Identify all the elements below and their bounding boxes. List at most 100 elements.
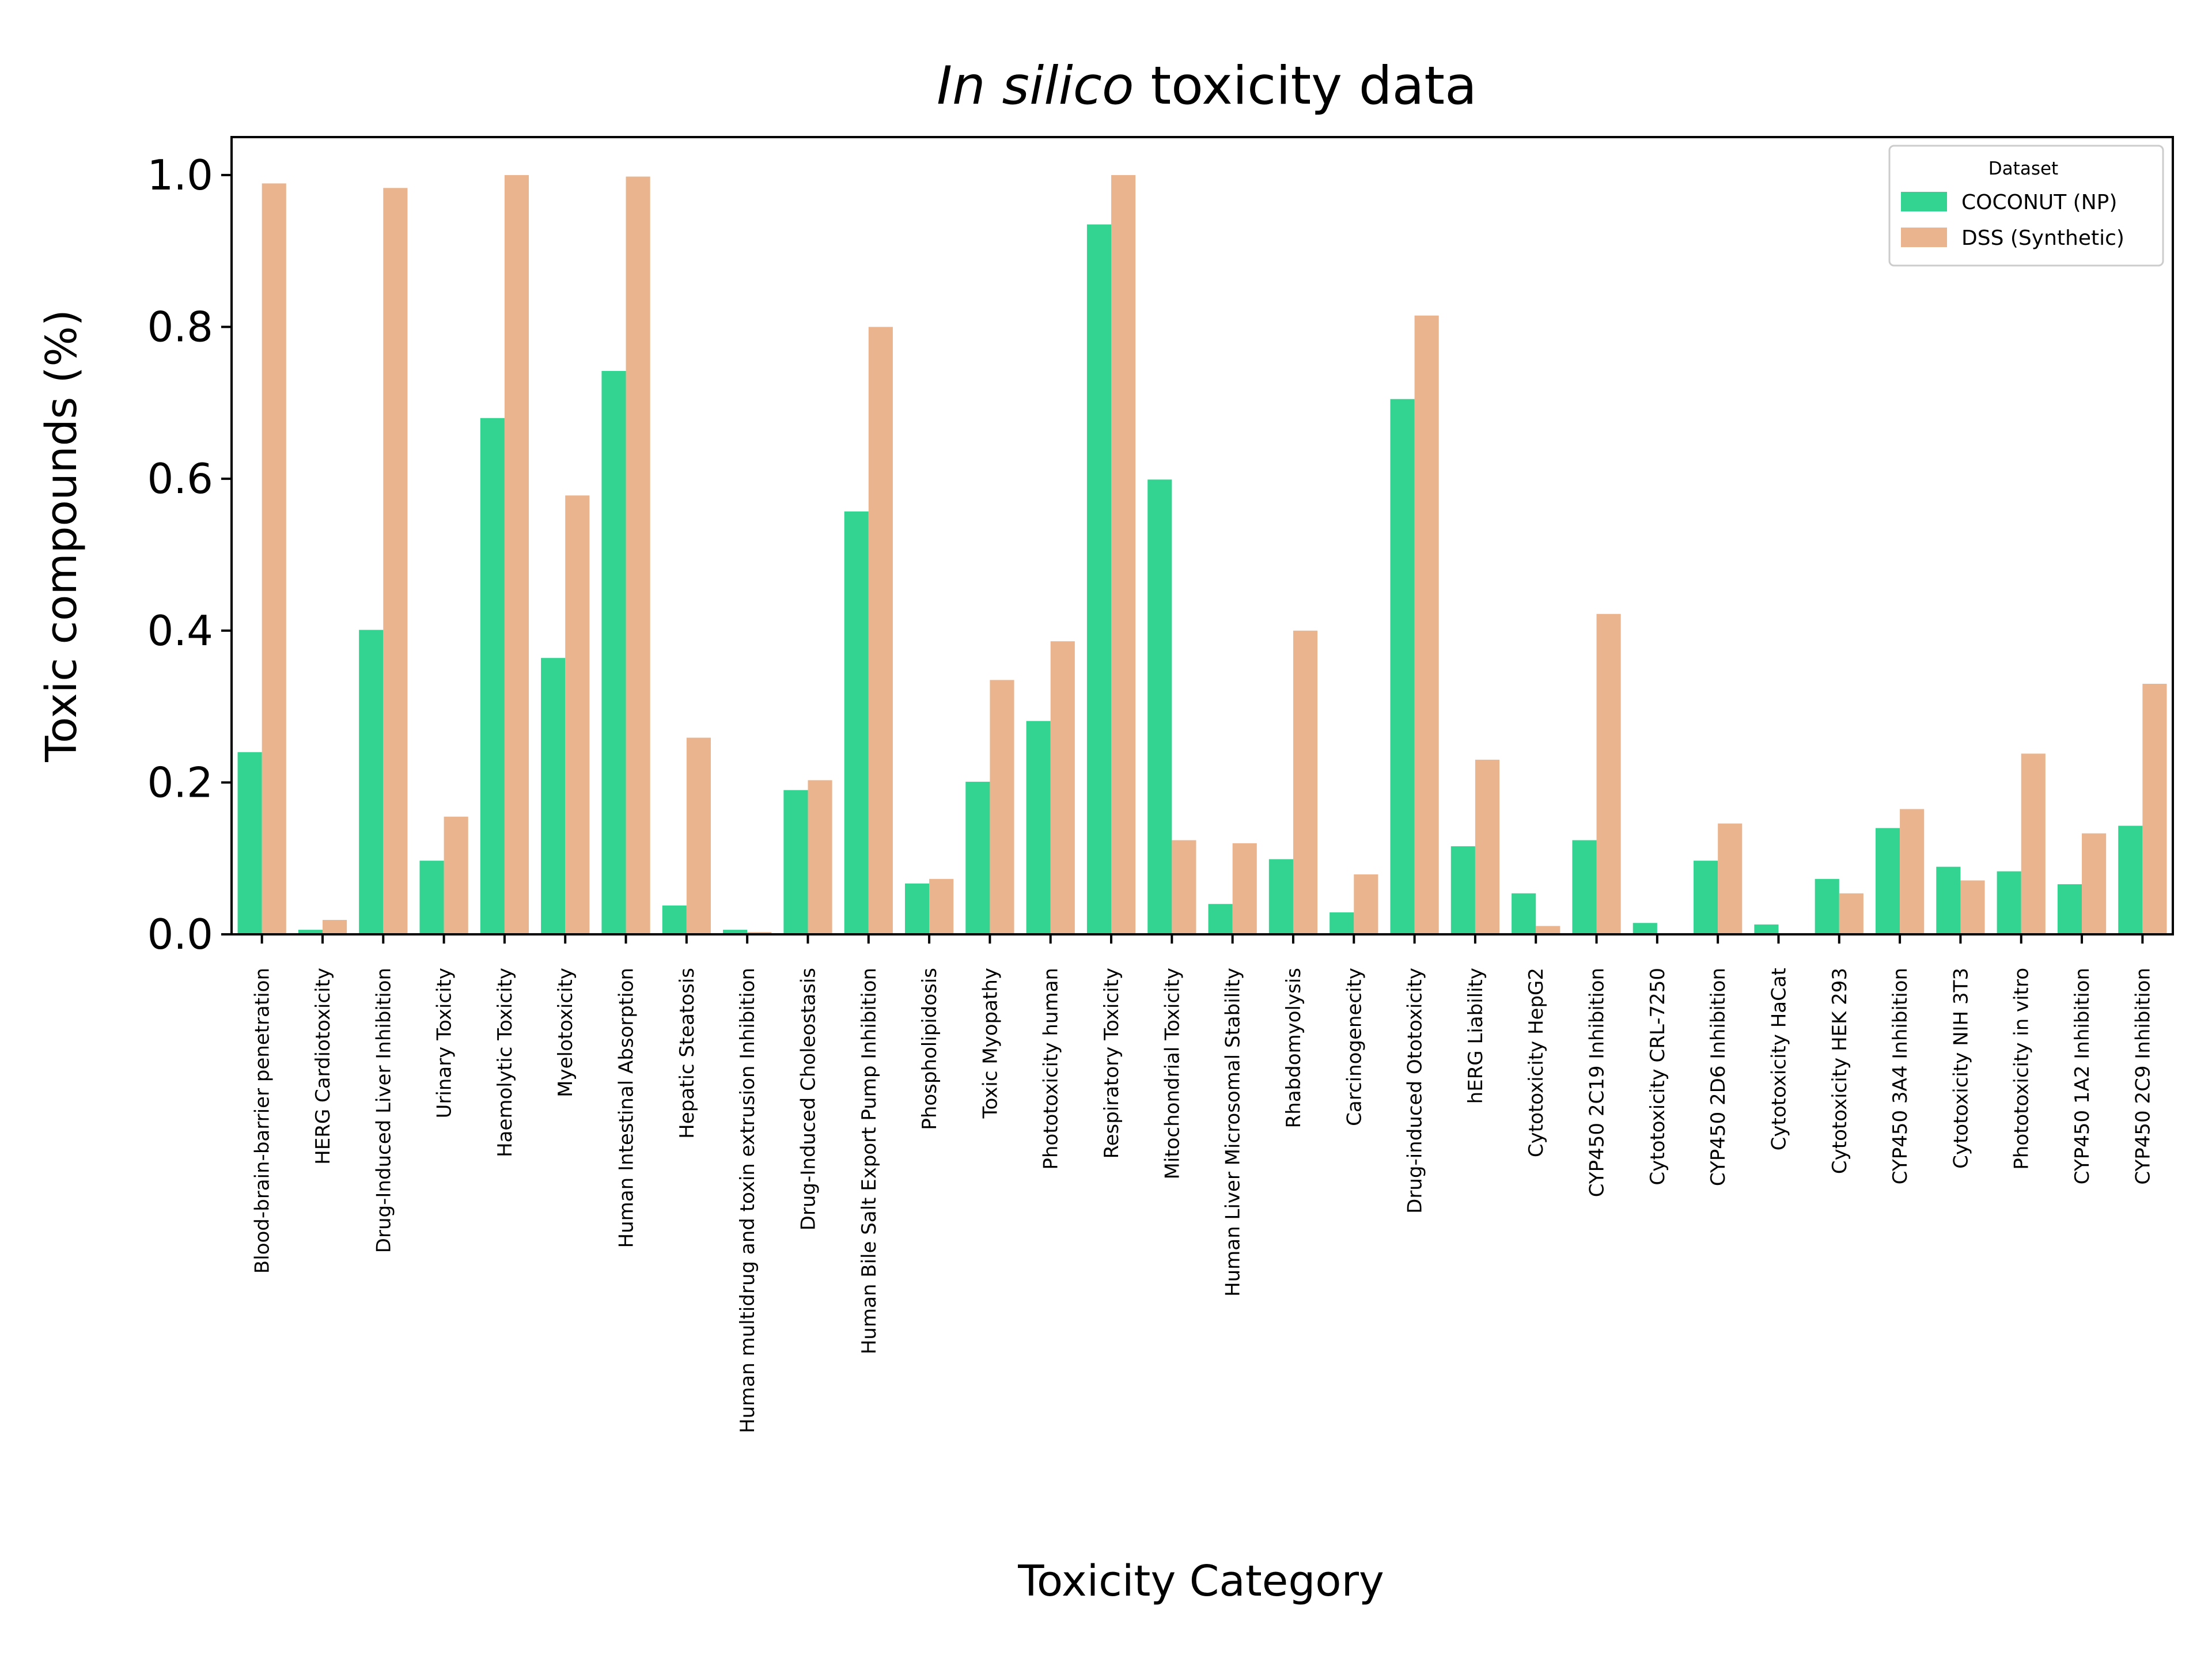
bar-dss-30 xyxy=(2082,833,2107,934)
y-axis: 0.0 0.2 0.4 0.6 0.8 1.0 xyxy=(147,151,232,959)
bar-dss-22 xyxy=(1596,613,1621,934)
y-tick-label-5: 1.0 xyxy=(147,151,213,199)
x-tick-label-25: Cytotoxicity HaCat xyxy=(1767,968,1790,1150)
bar-dss-0 xyxy=(262,183,286,934)
x-tick-label-7: Hepatic Steatosis xyxy=(676,968,699,1139)
x-tick-label-19: Drug-induced Ototoxicity xyxy=(1404,968,1427,1214)
bar-dss-5 xyxy=(565,495,590,934)
bar-coconut-31 xyxy=(2118,825,2143,934)
bar-coconut-12 xyxy=(965,782,990,934)
x-tick-label-22: CYP450 2C19 Inhibition xyxy=(1586,968,1609,1197)
bar-dss-14 xyxy=(1111,175,1136,934)
bar-coconut-21 xyxy=(1512,893,1536,934)
y-tick-label-1: 0.2 xyxy=(147,758,213,806)
bar-dss-17 xyxy=(1293,630,1318,934)
legend-label-coconut: COCONUT (NP) xyxy=(1961,191,2117,214)
legend-swatch-coconut xyxy=(1901,192,1947,211)
bar-coconut-8 xyxy=(723,930,748,934)
x-tick-label-14: Respiratory Toxicity xyxy=(1100,968,1123,1159)
x-tick-label-23: Cytotoxicity CRL-7250 xyxy=(1646,968,1669,1185)
bar-coconut-13 xyxy=(1026,721,1051,934)
x-tick-label-30: CYP450 1A2 Inhibition xyxy=(2071,968,2094,1184)
x-tick-label-17: Rhabdomyolysis xyxy=(1282,968,1305,1128)
bar-coconut-10 xyxy=(844,511,869,934)
bar-coconut-15 xyxy=(1147,479,1172,934)
x-axis-label: Toxicity Category xyxy=(1017,1556,1384,1606)
bar-coconut-24 xyxy=(1694,861,1718,934)
bar-dss-19 xyxy=(1414,315,1439,934)
x-tick-label-13: Phototoxicity human xyxy=(1040,968,1063,1170)
bar-coconut-18 xyxy=(1330,912,1354,934)
x-tick-label-15: Mitochondrial Toxicity xyxy=(1161,968,1184,1180)
legend-box xyxy=(1888,145,2164,267)
x-axis: Blood-brain-barrier penetration HERG Card… xyxy=(251,934,2154,1433)
bar-dss-28 xyxy=(1960,880,1985,934)
bar-coconut-9 xyxy=(783,790,808,934)
bar-coconut-27 xyxy=(1875,828,1900,934)
x-tick-label-27: CYP450 3A4 Inhibition xyxy=(1889,968,1912,1184)
x-tick-label-6: Human Intestinal Absorption xyxy=(615,968,638,1248)
x-tick-label-29: Phototoxicity in vitro xyxy=(2010,968,2033,1170)
bar-coconut-3 xyxy=(419,861,444,934)
legend-label-dss: DSS (Synthetic) xyxy=(1961,226,2124,250)
x-tick-label-11: Phospholipidosis xyxy=(918,968,941,1130)
bar-dss-31 xyxy=(2142,684,2167,934)
bar-coconut-1 xyxy=(298,930,323,934)
bar-coconut-17 xyxy=(1268,859,1293,934)
x-tick-label-8: Human multidrug and toxin extrusion Inhi… xyxy=(736,968,759,1433)
bar-dss-3 xyxy=(444,816,468,934)
legend: Dataset COCONUT (NP) DSS (Synthetic) xyxy=(1888,145,2164,267)
x-tick-label-18: Carcinogenecity xyxy=(1343,968,1366,1126)
bar-coconut-30 xyxy=(2057,884,2082,934)
bar-coconut-20 xyxy=(1450,846,1475,934)
chart-title: In silico toxicity data xyxy=(937,56,1477,116)
bar-dss-7 xyxy=(686,737,711,934)
x-tick-label-4: Haemolytic Toxicity xyxy=(494,968,517,1157)
legend-title: Dataset xyxy=(1988,158,2058,179)
bar-dss-9 xyxy=(808,780,832,934)
bar-dss-13 xyxy=(1050,641,1075,934)
x-tick-label-3: Urinary Toxicity xyxy=(433,968,456,1119)
bar-coconut-2 xyxy=(359,630,384,934)
bar-coconut-16 xyxy=(1208,904,1233,934)
x-tick-label-0: Blood-brain-barrier penetration xyxy=(251,968,274,1274)
bar-coconut-26 xyxy=(1815,878,1839,934)
bar-dss-10 xyxy=(868,327,893,934)
bar-coconut-11 xyxy=(904,883,930,934)
bar-dss-29 xyxy=(2021,753,2046,934)
bar-coconut-14 xyxy=(1086,224,1112,935)
bar-dss-2 xyxy=(383,188,408,934)
chart-title-italic: In silico xyxy=(937,56,1134,116)
y-tick-label-3: 0.6 xyxy=(147,454,213,503)
bar-coconut-25 xyxy=(1754,924,1779,934)
bar-dss-26 xyxy=(1839,893,1863,934)
bar-coconut-19 xyxy=(1390,399,1415,934)
x-tick-label-24: CYP450 2D6 Inhibition xyxy=(1707,968,1730,1186)
bar-coconut-22 xyxy=(1572,840,1597,934)
bar-coconut-5 xyxy=(541,658,566,934)
bar-dss-1 xyxy=(322,919,347,934)
x-tick-label-12: Toxic Myopathy xyxy=(979,968,1002,1119)
y-tick-label-4: 0.8 xyxy=(147,303,213,351)
legend-swatch-dss xyxy=(1901,228,1947,247)
bar-dss-15 xyxy=(1172,840,1196,934)
x-tick-label-31: CYP450 2C9 Inhibition xyxy=(2131,968,2154,1185)
x-tick-label-16: Human Liver Microsomal Stability xyxy=(1222,968,1245,1297)
x-tick-label-5: Myelotoxicity xyxy=(554,968,577,1097)
bar-coconut-28 xyxy=(1936,866,1961,934)
y-axis-label: Toxic compounds (%) xyxy=(37,309,86,762)
bar-dss-27 xyxy=(1900,809,1925,934)
x-tick-label-2: Drug-Induced Liver Inhibition xyxy=(372,968,395,1253)
bar-coconut-23 xyxy=(1633,923,1657,934)
bar-coconut-7 xyxy=(662,905,687,934)
bar-dss-18 xyxy=(1354,874,1378,934)
chart-title-rest: toxicity data xyxy=(1134,56,1477,116)
bar-coconut-6 xyxy=(601,370,626,934)
bar-coconut-4 xyxy=(480,418,505,934)
x-tick-label-20: hERG Liability xyxy=(1464,968,1487,1104)
plot-frame xyxy=(230,136,2174,935)
x-tick-label-1: HERG Cardiotoxicity xyxy=(312,968,335,1165)
x-tick-label-26: Cytotoxicity HEK 293 xyxy=(1828,968,1851,1174)
x-tick-label-10: Human Bile Salt Export Pump Inhibition xyxy=(858,968,881,1354)
